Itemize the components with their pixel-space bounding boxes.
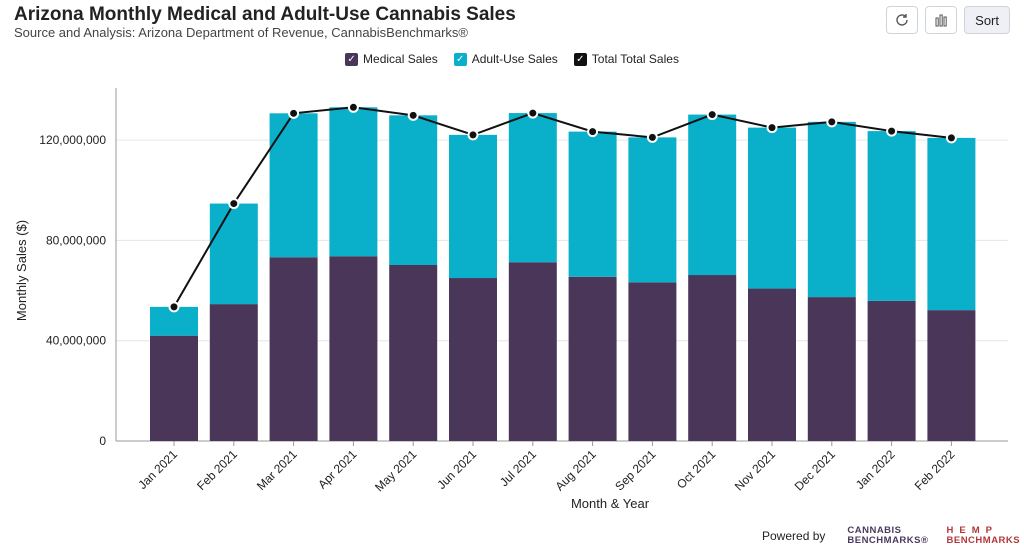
total-sales-point — [168, 301, 180, 313]
bar-adult-use — [867, 131, 916, 301]
x-axis-title: Month & Year — [571, 496, 650, 511]
x-tick-label: Jul 2021 — [497, 447, 539, 489]
total-sales-point — [527, 107, 539, 119]
bar-medical — [449, 278, 497, 441]
legend-item-medical[interactable]: ✓ Medical Sales — [345, 52, 438, 66]
logo-mark: ® — [921, 535, 929, 546]
bar-medical — [807, 297, 856, 441]
logo-line: BENCHMARKS — [847, 535, 921, 546]
hemp-benchmarks-logo[interactable]: HEMP BENCHMARKS — [947, 526, 1021, 546]
legend-label: Medical Sales — [363, 52, 438, 66]
x-tick-label: Jun 2021 — [434, 447, 479, 492]
total-sales-point — [886, 125, 898, 137]
powered-by-label: Powered by — [762, 529, 826, 543]
total-sales-point — [646, 131, 658, 143]
check-icon: ✓ — [453, 52, 467, 66]
bar-medical — [150, 335, 198, 441]
check-icon: ✓ — [573, 52, 587, 66]
bar-adult-use — [209, 203, 258, 305]
footer: Powered by CANNABIS BENCHMARKS® HEMP BEN… — [762, 526, 1020, 546]
legend-item-adult-use[interactable]: ✓ Adult-Use Sales — [453, 52, 558, 66]
cannabis-benchmarks-logo[interactable]: CANNABIS BENCHMARKS® — [847, 526, 928, 546]
total-sales-point — [587, 126, 599, 138]
total-sales-point — [945, 132, 957, 144]
x-tick-label: Nov 2021 — [732, 447, 778, 493]
x-tick-label: Apr 2021 — [315, 447, 360, 492]
chart-legend: ✓ Medical Sales ✓ Adult-Use Sales ✓ Tota… — [0, 52, 1024, 66]
chart-type-button[interactable] — [925, 6, 958, 34]
legend-label: Total Total Sales — [591, 52, 679, 66]
bar-adult-use — [269, 113, 318, 258]
x-tick-label: Oct 2021 — [674, 447, 719, 492]
total-sales-point — [288, 107, 300, 119]
chart-subtitle: Source and Analysis: Arizona Department … — [14, 25, 468, 40]
refresh-button[interactable] — [886, 6, 919, 34]
x-tick-label: Sep 2021 — [612, 447, 658, 493]
total-sales-point — [228, 198, 240, 210]
legend-item-total[interactable]: ✓ Total Total Sales — [573, 52, 679, 66]
y-tick-label: 120,000,000 — [39, 133, 106, 147]
y-tick-label: 40,000,000 — [46, 334, 106, 348]
y-axis-title: Monthly Sales ($) — [14, 220, 29, 321]
bar-medical — [688, 275, 737, 441]
x-tick-label: Dec 2021 — [792, 447, 838, 493]
bar-chart-icon — [935, 14, 947, 27]
bar-adult-use — [389, 115, 438, 265]
total-sales-point — [766, 122, 778, 134]
y-tick-label: 80,000,000 — [46, 233, 106, 247]
bar-adult-use — [329, 107, 378, 257]
total-sales-point — [706, 109, 718, 121]
logo-line: HEMP — [946, 525, 998, 536]
x-tick-label: May 2021 — [372, 447, 419, 494]
sort-button[interactable]: Sort — [964, 6, 1010, 34]
bar-medical — [927, 310, 976, 441]
total-sales-point — [467, 129, 479, 141]
x-tick-label: Aug 2021 — [552, 447, 598, 493]
check-icon: ✓ — [345, 52, 359, 66]
bar-medical — [209, 304, 258, 441]
bar-adult-use — [748, 127, 796, 289]
x-tick-label: Mar 2021 — [254, 447, 300, 493]
logo-line: BENCHMARKS — [946, 535, 1021, 546]
bar-adult-use — [449, 134, 497, 279]
logo-line: CANNABIS — [847, 525, 902, 536]
bar-medical — [748, 288, 796, 441]
bar-medical — [269, 257, 318, 441]
bar-adult-use — [628, 137, 677, 283]
total-sales-point — [826, 116, 838, 128]
bar-medical — [389, 264, 438, 441]
x-tick-label: Jan 2021 — [135, 447, 180, 492]
bar-adult-use — [688, 114, 737, 276]
refresh-icon — [896, 14, 908, 26]
bar-adult-use — [807, 121, 856, 298]
bar-adult-use — [508, 113, 557, 263]
chart-title: Arizona Monthly Medical and Adult-Use Ca… — [14, 4, 516, 25]
bar-medical — [867, 300, 916, 441]
bar-medical — [329, 256, 378, 441]
x-tick-label: Jan 2022 — [853, 447, 898, 492]
y-tick-label: 0 — [99, 434, 106, 448]
x-tick-label: Feb 2021 — [194, 447, 240, 493]
bar-medical — [508, 262, 557, 441]
x-tick-label: Feb 2022 — [912, 447, 958, 493]
legend-label: Adult-Use Sales — [471, 52, 558, 66]
total-sales-line — [173, 106, 952, 308]
bar-adult-use — [927, 137, 976, 311]
bar-adult-use — [568, 131, 617, 277]
chart-toolbar: Sort — [886, 6, 1010, 34]
bar-medical — [568, 276, 617, 441]
total-sales-point — [407, 109, 419, 121]
bar-medical — [628, 282, 677, 441]
total-sales-point — [347, 101, 359, 113]
